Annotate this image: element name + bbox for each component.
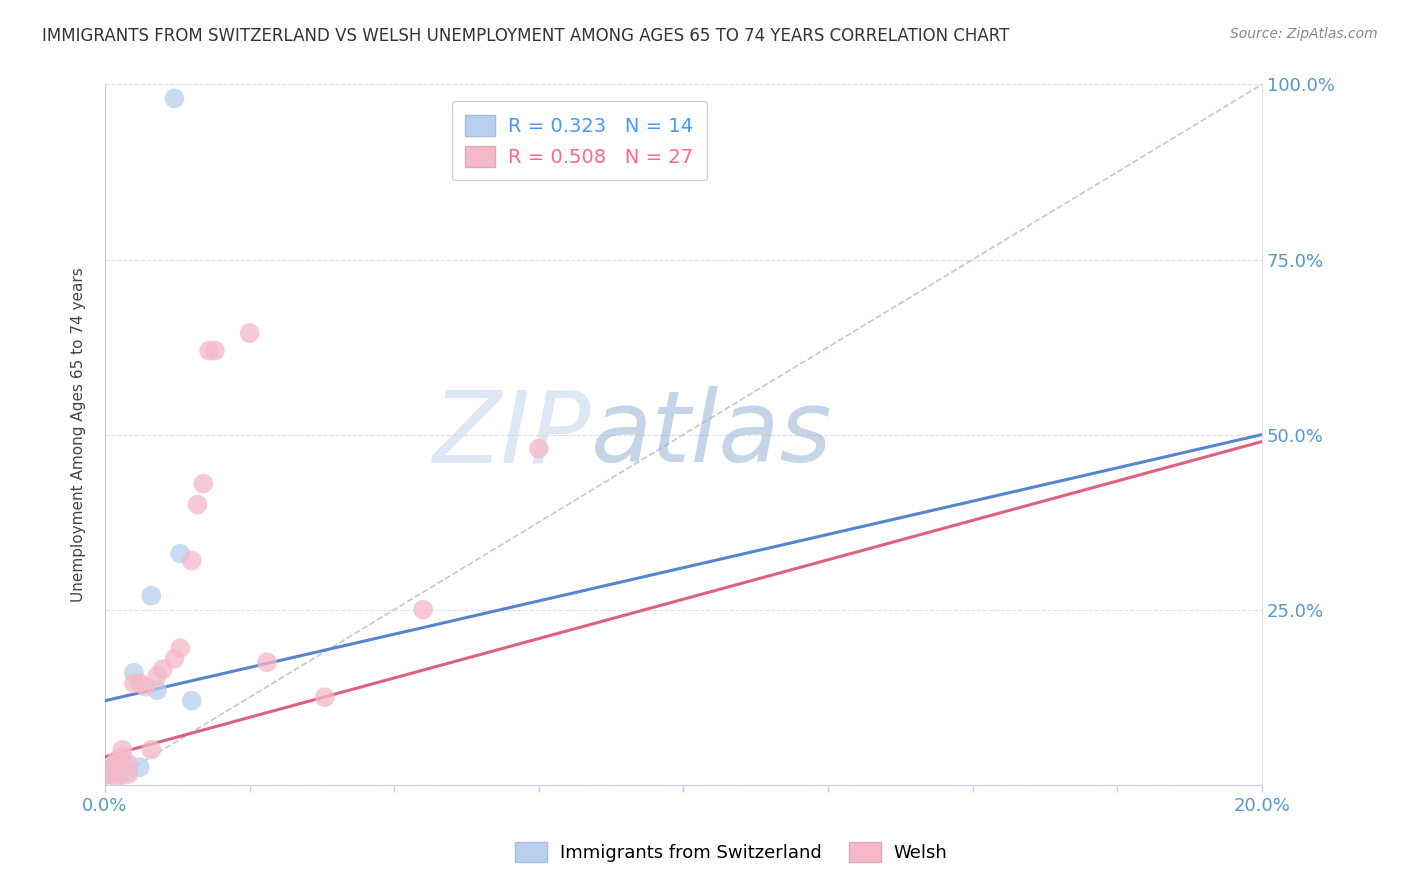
Point [134,680,156,694]
Point [100,760,122,774]
Legend: R = 0.323   N = 14, R = 0.508   N = 27: R = 0.323 N = 14, R = 0.508 N = 27 [451,101,707,180]
Point [111,743,134,757]
Point [204,343,226,358]
Point [117,756,139,771]
Text: IMMIGRANTS FROM SWITZERLAND VS WELSH UNEMPLOYMENT AMONG AGES 65 TO 74 YEARS CORR: IMMIGRANTS FROM SWITZERLAND VS WELSH UNE… [42,27,1010,45]
Point [256,655,278,669]
Point [193,476,215,491]
Point [105,760,128,774]
Point [146,669,169,683]
Point [163,651,186,665]
Point [105,771,128,785]
Point [169,547,191,561]
Point [527,442,550,456]
Point [169,641,191,656]
Point [141,589,163,603]
Point [141,743,163,757]
Text: Source: ZipAtlas.com: Source: ZipAtlas.com [1230,27,1378,41]
Point [180,554,202,568]
Point [117,764,139,778]
Point [412,602,434,616]
Point [122,676,145,690]
Point [111,749,134,764]
Point [128,760,150,774]
Point [198,343,221,358]
Point [146,683,169,698]
Point [100,767,122,781]
Point [105,756,128,771]
Point [128,676,150,690]
Y-axis label: Unemployment Among Ages 65 to 74 years: Unemployment Among Ages 65 to 74 years [72,268,86,602]
Text: ZIP: ZIP [433,386,591,483]
Point [100,764,122,778]
Point [239,326,262,340]
Point [100,767,122,781]
Point [111,767,134,781]
Point [111,756,134,771]
Point [117,767,139,781]
Point [105,753,128,767]
Point [152,662,174,676]
Point [314,690,336,705]
Text: atlas: atlas [591,386,832,483]
Point [180,694,202,708]
Point [186,498,208,512]
Point [105,764,128,778]
Legend: Immigrants from Switzerland, Welsh: Immigrants from Switzerland, Welsh [508,835,955,870]
Point [163,91,186,105]
Point [122,665,145,680]
